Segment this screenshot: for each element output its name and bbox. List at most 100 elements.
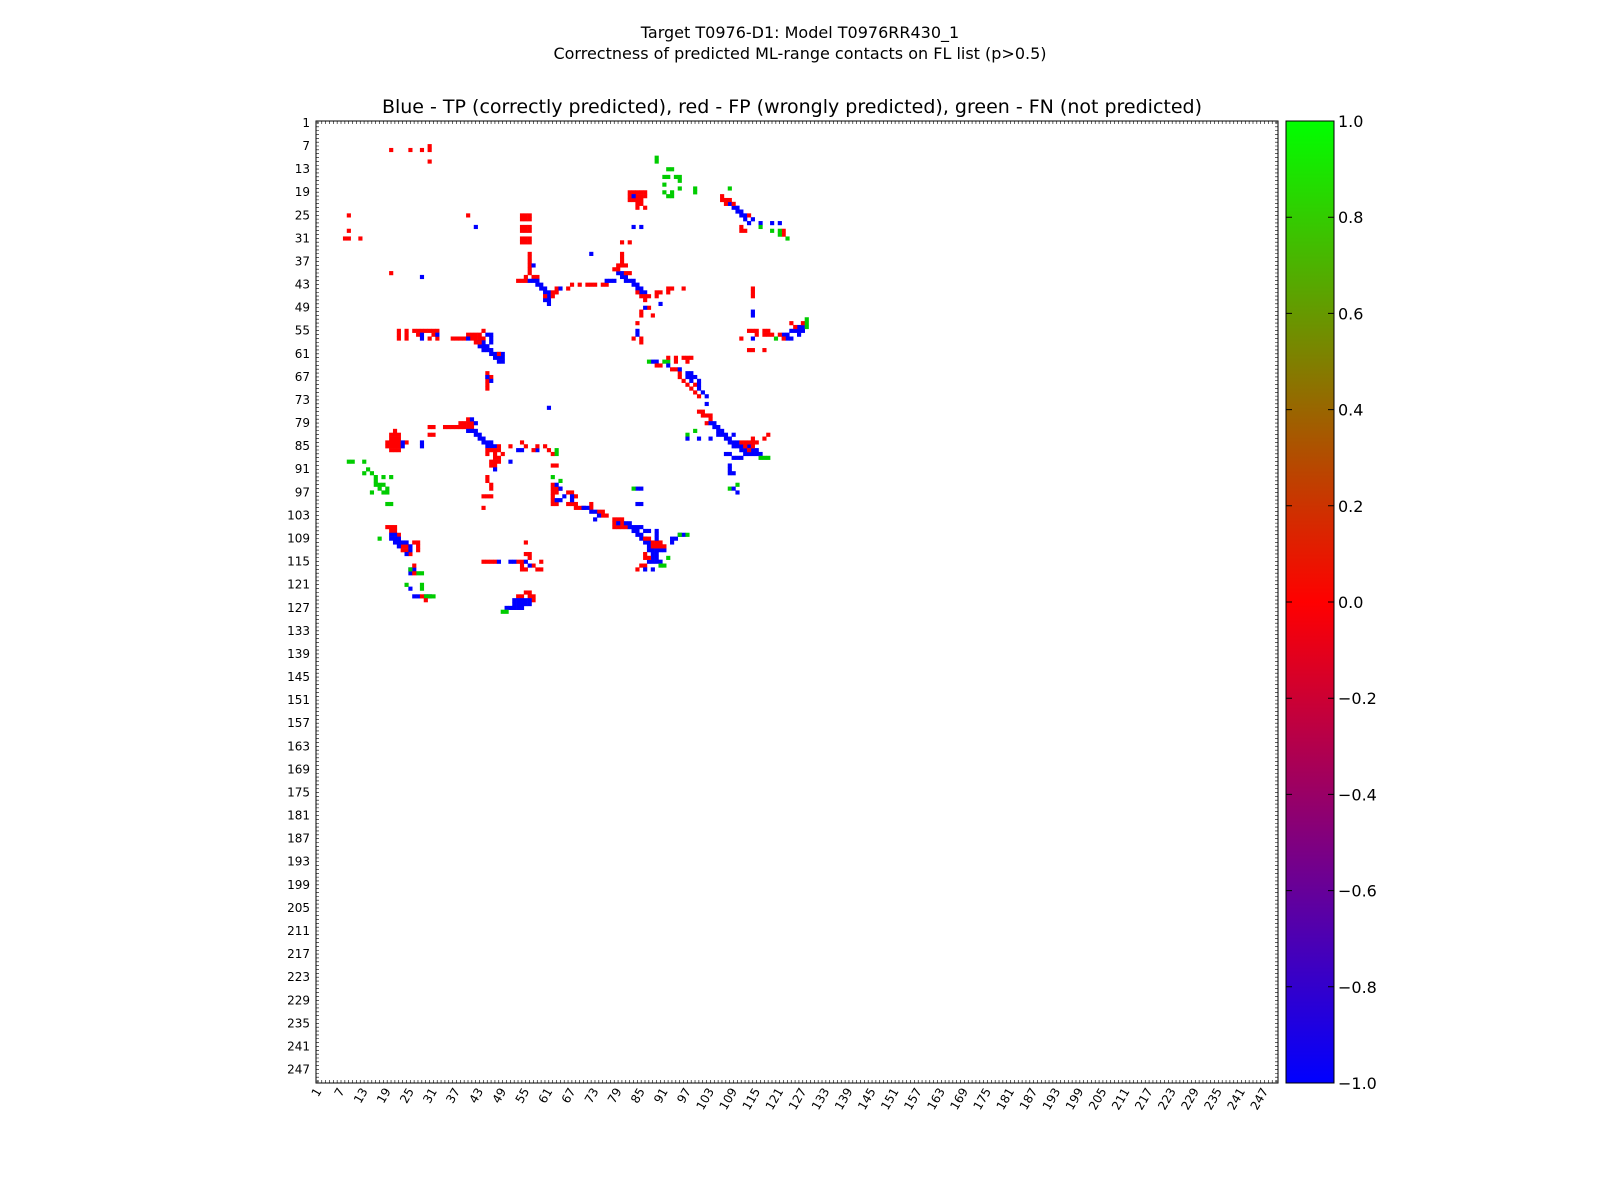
contact-cell-tp bbox=[466, 336, 471, 341]
contact-cell-fn bbox=[385, 490, 390, 495]
contact-cell-fp bbox=[635, 290, 640, 295]
contact-cell-tp bbox=[639, 486, 644, 491]
contact-cell-fp bbox=[493, 448, 498, 453]
x-tick-label: 193 bbox=[1040, 1086, 1064, 1113]
contact-cell-fn bbox=[727, 486, 732, 491]
contact-cell-tp bbox=[754, 451, 759, 457]
contact-cell-tp bbox=[685, 371, 690, 376]
contact-cell-tp bbox=[466, 428, 471, 433]
y-tick-label: 13 bbox=[295, 162, 310, 176]
contact-cell-fp bbox=[708, 413, 713, 418]
contact-cell-fp bbox=[685, 359, 690, 364]
contact-cell-fp bbox=[616, 517, 621, 522]
contact-cell-fp bbox=[385, 444, 390, 449]
contact-cell-fp bbox=[673, 355, 679, 360]
contact-cell-fp bbox=[654, 540, 659, 545]
contact-cell-tp bbox=[735, 444, 740, 449]
contact-cell-fp bbox=[519, 594, 525, 599]
y-tick-label: 241 bbox=[287, 1039, 310, 1053]
contact-cell-fp bbox=[466, 417, 471, 422]
contact-cell-tp bbox=[635, 282, 640, 287]
contact-cell-fp bbox=[412, 540, 417, 545]
contact-cell-fp bbox=[573, 494, 578, 499]
contact-cell-fp bbox=[654, 544, 659, 549]
minor-ticks bbox=[316, 121, 1278, 1083]
contact-cell-fn bbox=[693, 428, 698, 433]
contact-cell-tp bbox=[735, 455, 740, 460]
contact-cell-fp bbox=[481, 505, 486, 510]
contact-cell-tp bbox=[750, 448, 755, 453]
contact-cell-fp bbox=[458, 424, 463, 430]
contact-cell-tp bbox=[789, 328, 794, 333]
x-tick-label: 61 bbox=[536, 1086, 556, 1106]
contact-cell-fp bbox=[535, 444, 540, 449]
contact-cell-fp bbox=[404, 548, 409, 553]
contact-cell-fp bbox=[619, 240, 625, 245]
contact-cell-fp bbox=[523, 444, 528, 449]
contact-cell-fp bbox=[527, 240, 532, 245]
colorbar-tick-label: 1.0 bbox=[1338, 112, 1363, 131]
contact-cell-tp bbox=[416, 594, 421, 599]
contact-cell-fp bbox=[643, 190, 648, 195]
contact-cell-fp bbox=[639, 197, 644, 203]
contact-cell-fp bbox=[416, 548, 421, 553]
x-tick-label: 49 bbox=[489, 1086, 509, 1106]
contact-cell-fp bbox=[750, 436, 755, 441]
y-tick-label: 157 bbox=[287, 716, 310, 730]
contact-cell-fp bbox=[646, 305, 652, 310]
contact-cell-tp bbox=[481, 344, 486, 349]
contact-cell-tp bbox=[435, 332, 440, 337]
contact-cell-tp bbox=[712, 424, 717, 430]
contact-cell-fp bbox=[550, 494, 555, 499]
y-tick-label: 19 bbox=[295, 185, 310, 199]
contact-cell-tp bbox=[635, 525, 640, 530]
contact-cell-fn bbox=[673, 174, 679, 180]
contact-cell-fp bbox=[427, 159, 432, 164]
contact-cell-fp bbox=[485, 382, 490, 387]
contact-cell-fp bbox=[523, 217, 528, 222]
contact-cell-tp bbox=[639, 536, 644, 541]
contact-cell-fp bbox=[777, 332, 782, 337]
contact-cell-fn bbox=[693, 190, 698, 195]
contact-cell-tp bbox=[654, 536, 659, 541]
contact-cell-fn bbox=[381, 490, 386, 495]
contact-cell-fn bbox=[404, 582, 409, 587]
contact-cell-tp bbox=[612, 278, 617, 283]
y-tick-label: 247 bbox=[287, 1063, 310, 1077]
contact-cell-fp bbox=[404, 332, 409, 337]
contact-cell-fp bbox=[485, 478, 490, 484]
contact-cell-fp bbox=[639, 294, 644, 299]
contact-cell-fp bbox=[781, 232, 786, 237]
contact-cell-tp bbox=[639, 532, 644, 537]
contact-cell-tp bbox=[485, 344, 490, 349]
contact-cell-fp bbox=[693, 382, 698, 387]
contact-cell-fp bbox=[389, 444, 394, 449]
contact-cell-tp bbox=[631, 528, 636, 534]
x-tick-label: 145 bbox=[855, 1086, 879, 1113]
contact-cell-tp bbox=[489, 336, 494, 341]
contact-cell-tp bbox=[750, 451, 755, 457]
contact-cell-fn bbox=[685, 532, 690, 537]
contact-cell-tp bbox=[500, 359, 505, 364]
contact-cell-fn bbox=[662, 174, 667, 180]
contact-cell-tp bbox=[516, 602, 521, 607]
contact-cell-tp bbox=[696, 382, 702, 387]
contact-cell-fp bbox=[604, 282, 609, 287]
contact-cell-tp bbox=[650, 567, 655, 572]
contact-cell-fp bbox=[454, 424, 459, 430]
contact-cell-fp bbox=[643, 551, 648, 557]
contact-cell-fn bbox=[677, 178, 682, 183]
contact-cell-fp bbox=[704, 421, 709, 426]
contact-cell-fp bbox=[392, 528, 398, 534]
colorbar-tick-label: 0.6 bbox=[1338, 304, 1363, 323]
contact-cell-fp bbox=[627, 271, 632, 276]
contact-cell-fn bbox=[419, 571, 425, 576]
contact-cell-fp bbox=[685, 355, 690, 360]
contact-cell-fp bbox=[392, 525, 398, 530]
contact-cell-fp bbox=[523, 274, 528, 280]
contact-cell-tp bbox=[546, 405, 552, 410]
contact-cell-fp bbox=[750, 444, 755, 449]
contact-cell-fp bbox=[419, 147, 425, 153]
contact-cell-tp bbox=[720, 432, 725, 437]
contact-cell-fp bbox=[619, 525, 625, 530]
